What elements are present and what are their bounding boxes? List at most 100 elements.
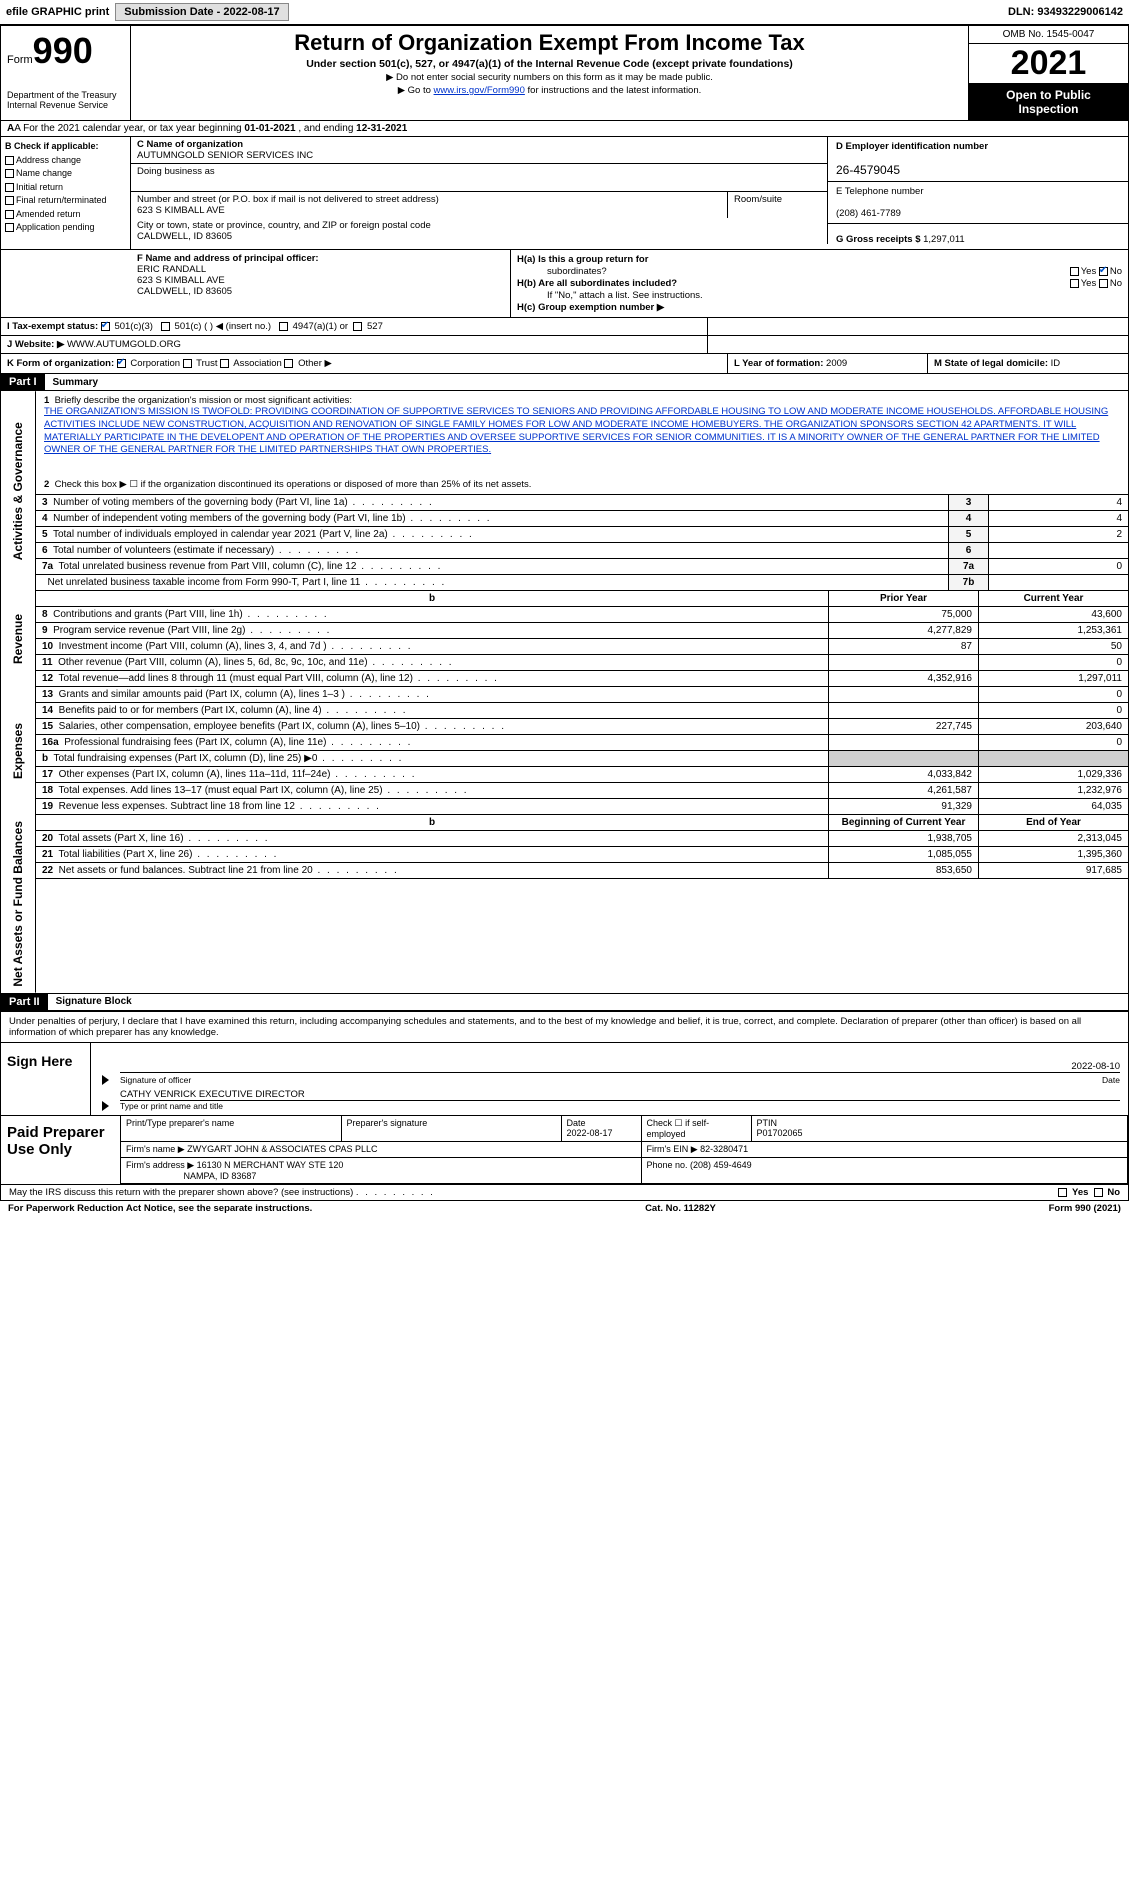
table-row: b Total fundraising expenses (Part IX, c… bbox=[36, 751, 1128, 767]
checkbox-application-pending[interactable] bbox=[5, 223, 14, 232]
year-formation: L Year of formation: 2009 bbox=[728, 354, 928, 373]
checkbox-hb-no[interactable] bbox=[1099, 279, 1108, 288]
officer-signature-line[interactable]: 2022-08-10 bbox=[120, 1061, 1120, 1073]
checkbox-assoc[interactable] bbox=[220, 359, 229, 368]
table-row: 10 Investment income (Part VIII, column … bbox=[36, 639, 1128, 655]
table-row: Net unrelated business taxable income fr… bbox=[36, 575, 1128, 591]
vlabel-net-assets: Net Assets or Fund Balances bbox=[1, 815, 36, 993]
table-row: 16a Professional fundraising fees (Part … bbox=[36, 735, 1128, 751]
net-lines: bBeginning of Current YearEnd of Year20 … bbox=[36, 815, 1128, 993]
table-row: 17 Other expenses (Part IX, column (A), … bbox=[36, 767, 1128, 783]
form-header-right: OMB No. 1545-0047 2021 Open to PublicIns… bbox=[968, 26, 1128, 120]
col-c-org-info: C Name of organization AUTUMNGOLD SENIOR… bbox=[131, 137, 828, 249]
paid-preparer-label: Paid Preparer Use Only bbox=[1, 1116, 121, 1184]
submission-date-button[interactable]: Submission Date - 2022-08-17 bbox=[115, 3, 288, 21]
revenue-lines: bPrior YearCurrent Year8 Contributions a… bbox=[36, 591, 1128, 687]
gross-label: G Gross receipts $ bbox=[836, 234, 923, 245]
vlabel-revenue: Revenue bbox=[1, 591, 36, 687]
col-d-ein: D Employer identification number 26-4579… bbox=[828, 137, 1128, 249]
footer-notice: For Paperwork Reduction Act Notice, see … bbox=[0, 1201, 1129, 1216]
checkbox-address-change[interactable] bbox=[5, 156, 14, 165]
form-header: Form990 Department of the Treasury Inter… bbox=[0, 25, 1129, 121]
governance-lines: 3 Number of voting members of the govern… bbox=[36, 495, 1128, 591]
firm-name: ZWYGART JOHN & ASSOCIATES CPAS PLLC bbox=[187, 1144, 377, 1154]
arrow-icon bbox=[102, 1075, 109, 1085]
checkbox-trust[interactable] bbox=[183, 359, 192, 368]
table-row: 20 Total assets (Part X, line 16)1,938,7… bbox=[36, 831, 1128, 847]
prep-name-hdr: Print/Type preparer's name bbox=[121, 1116, 341, 1142]
irs-label: Internal Revenue Service bbox=[7, 100, 124, 110]
row-i-tax-status: I Tax-exempt status: 501(c)(3) 501(c) ( … bbox=[0, 318, 1129, 336]
table-row: 21 Total liabilities (Part X, line 26)1,… bbox=[36, 847, 1128, 863]
checkbox-final-return[interactable] bbox=[5, 196, 14, 205]
mission-block: 1 Briefly describe the organization's mi… bbox=[36, 391, 1128, 495]
sign-here-grid: Sign Here 2022-08-10 Signature of office… bbox=[1, 1043, 1128, 1116]
form-header-center: Return of Organization Exempt From Incom… bbox=[131, 26, 968, 120]
ein-label: D Employer identification number bbox=[836, 141, 988, 152]
checkbox-501c[interactable] bbox=[161, 322, 170, 331]
form-note1: ▶ Do not enter social security numbers o… bbox=[139, 72, 960, 83]
website-value: WWW.AUTUMGOLD.ORG bbox=[67, 339, 181, 350]
irs-link[interactable]: www.irs.gov/Form990 bbox=[434, 85, 525, 96]
sig-intro: Under penalties of perjury, I declare th… bbox=[1, 1012, 1128, 1043]
officer-block: F Name and address of principal officer:… bbox=[131, 250, 511, 317]
table-row: 13 Grants and similar amounts paid (Part… bbox=[36, 687, 1128, 703]
org-name-label: C Name of organization bbox=[137, 139, 243, 150]
arrow-icon bbox=[102, 1101, 109, 1111]
ein-value: 26-4579045 bbox=[836, 163, 900, 177]
officer-name: CATHY VENRICK EXECUTIVE DIRECTOR bbox=[120, 1089, 1120, 1101]
firm-ein: 82-3280471 bbox=[700, 1144, 748, 1154]
table-row: 4 Number of independent voting members o… bbox=[36, 511, 1128, 527]
line-2: Check this box ▶ ☐ if the organization d… bbox=[55, 479, 532, 490]
checkbox-amended[interactable] bbox=[5, 210, 14, 219]
column-header-row: bPrior YearCurrent Year bbox=[36, 591, 1128, 607]
column-header-row: bBeginning of Current YearEnd of Year bbox=[36, 815, 1128, 831]
checkbox-discuss-no[interactable] bbox=[1094, 1188, 1103, 1197]
checkbox-527[interactable] bbox=[353, 322, 362, 331]
part1-header: Part I Summary bbox=[0, 374, 1129, 391]
efile-label: efile GRAPHIC print bbox=[6, 6, 109, 18]
firm-addr2: NAMPA, ID 83687 bbox=[184, 1171, 257, 1181]
table-row: 11 Other revenue (Part VIII, column (A),… bbox=[36, 655, 1128, 671]
table-row: 5 Total number of individuals employed i… bbox=[36, 527, 1128, 543]
checkbox-discuss-yes[interactable] bbox=[1058, 1188, 1067, 1197]
preparer-table: Print/Type preparer's name Preparer's si… bbox=[121, 1116, 1128, 1184]
irs-discuss-row: May the IRS discuss this return with the… bbox=[0, 1185, 1129, 1201]
city-label: City or town, state or province, country… bbox=[137, 220, 431, 231]
dba-label: Doing business as bbox=[137, 166, 215, 177]
firm-phone: (208) 459-4649 bbox=[690, 1160, 752, 1170]
form-number: Form990 bbox=[7, 30, 124, 72]
expense-lines: 13 Grants and similar amounts paid (Part… bbox=[36, 687, 1128, 815]
checkbox-other[interactable] bbox=[284, 359, 293, 368]
checkbox-4947[interactable] bbox=[279, 322, 288, 331]
form-of-org: K Form of organization: Corporation Trus… bbox=[1, 354, 728, 373]
checkbox-ha-no[interactable] bbox=[1099, 267, 1108, 276]
sign-here-label: Sign Here bbox=[1, 1043, 91, 1116]
part2-header: Part II Signature Block bbox=[0, 994, 1129, 1011]
checkbox-initial-return[interactable] bbox=[5, 183, 14, 192]
dln-label: DLN: 93493229006142 bbox=[1008, 6, 1123, 18]
prep-self-emp: Check ☐ if self-employed bbox=[641, 1116, 751, 1142]
mission-text: THE ORGANIZATION'S MISSION IS TWOFOLD: P… bbox=[44, 406, 1108, 455]
table-row: 15 Salaries, other compensation, employe… bbox=[36, 719, 1128, 735]
row-j-website: J Website: ▶ WWW.AUTUMGOLD.ORG bbox=[0, 336, 1129, 354]
checkbox-corp[interactable] bbox=[117, 359, 126, 368]
checkbox-501c3[interactable] bbox=[101, 322, 110, 331]
firm-addr1: 16130 N MERCHANT WAY STE 120 bbox=[197, 1160, 344, 1170]
vlabel-governance: Activities & Governance bbox=[1, 391, 36, 591]
checkbox-hb-yes[interactable] bbox=[1070, 279, 1079, 288]
table-row: 8 Contributions and grants (Part VIII, l… bbox=[36, 607, 1128, 623]
room-cell: Room/suite bbox=[728, 192, 828, 218]
org-name: AUTUMNGOLD SENIOR SERVICES INC bbox=[137, 150, 313, 161]
omb-number: OMB No. 1545-0047 bbox=[969, 26, 1128, 44]
form-title: Return of Organization Exempt From Incom… bbox=[139, 30, 960, 56]
row-klm: K Form of organization: Corporation Trus… bbox=[0, 354, 1129, 374]
table-row: 3 Number of voting members of the govern… bbox=[36, 495, 1128, 511]
checkbox-ha-yes[interactable] bbox=[1070, 267, 1079, 276]
table-row: 22 Net assets or fund balances. Subtract… bbox=[36, 863, 1128, 879]
gross-value: 1,297,011 bbox=[923, 234, 965, 245]
checkbox-name-change[interactable] bbox=[5, 169, 14, 178]
street-cell: Number and street (or P.O. box if mail i… bbox=[131, 192, 728, 218]
city-value: CALDWELL, ID 83605 bbox=[137, 231, 232, 242]
table-row: 12 Total revenue—add lines 8 through 11 … bbox=[36, 671, 1128, 687]
